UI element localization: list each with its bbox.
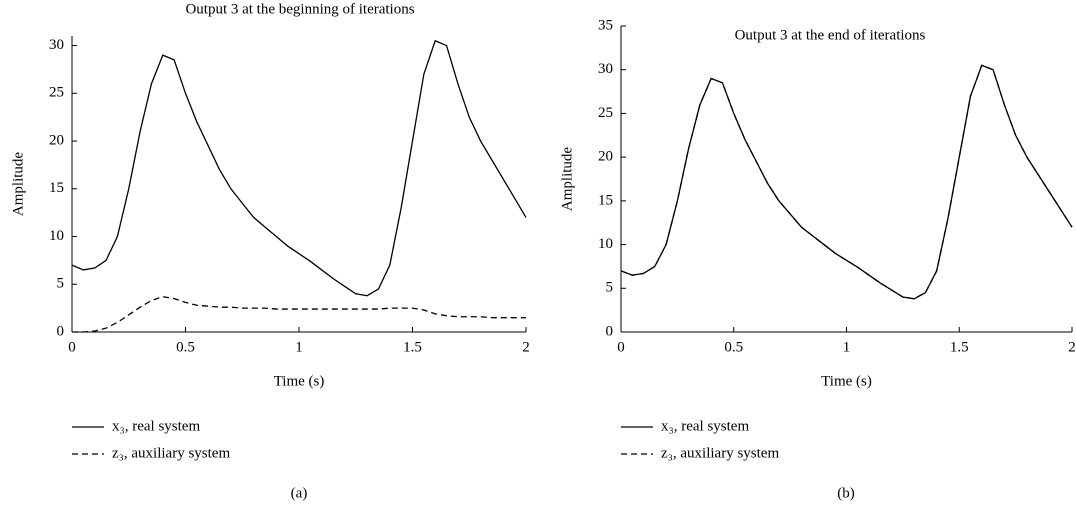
y-tick-label: 5 [57, 276, 65, 292]
y-tick-label: 20 [49, 132, 64, 148]
y-tick-label: 25 [49, 85, 64, 101]
y-tick-label: 35 [598, 17, 613, 33]
x-tick-label: 1.5 [950, 339, 969, 355]
data-line [620, 64, 1073, 300]
y-tick-label: 30 [598, 61, 613, 77]
x-tick-label: 0.5 [724, 339, 743, 355]
caption: (b) [837, 485, 855, 501]
y-tick-label: 0 [57, 323, 65, 339]
chart-title: Output 3 at the end of iterations [735, 27, 926, 43]
y-axis-label: Amplitude [10, 152, 26, 217]
y-tick-label: 25 [598, 105, 613, 121]
legend-label: z₃, auxiliary system [661, 445, 779, 461]
x-tick-label: 0.5 [176, 339, 195, 355]
x-tick-label: 0 [68, 339, 76, 355]
chart-title: Output 3 at the beginning of iterations [185, 1, 414, 17]
y-tick-label: 10 [598, 236, 613, 252]
y-tick-label: 20 [598, 149, 613, 165]
y-tick-label: 30 [49, 37, 64, 53]
y-tick-label: 10 [49, 228, 64, 244]
y-tick-label: 5 [606, 280, 614, 296]
legend-label: z₃, auxiliary system [112, 445, 230, 461]
data-line [72, 296, 526, 333]
y-axis-label: Amplitude [559, 147, 575, 212]
x-tick-label: 1.5 [403, 339, 422, 355]
data-line [71, 39, 527, 297]
x-tick-label: 2 [1068, 339, 1076, 355]
caption: (a) [291, 485, 308, 501]
y-tick-label: 15 [49, 180, 64, 196]
x-tick-label: 0 [617, 339, 625, 355]
x-axis-label: Time (s) [821, 373, 872, 389]
x-tick-label: 1 [295, 339, 303, 355]
y-tick-label: 15 [598, 192, 613, 208]
x-tick-label: 1 [843, 339, 851, 355]
legend-label: x₃, real system [112, 418, 200, 434]
x-axis-label: Time (s) [274, 373, 325, 389]
legend-label: x₃, real system [661, 418, 749, 434]
y-tick-label: 0 [606, 323, 614, 339]
x-tick-label: 2 [522, 339, 530, 355]
data-line [620, 64, 1073, 300]
